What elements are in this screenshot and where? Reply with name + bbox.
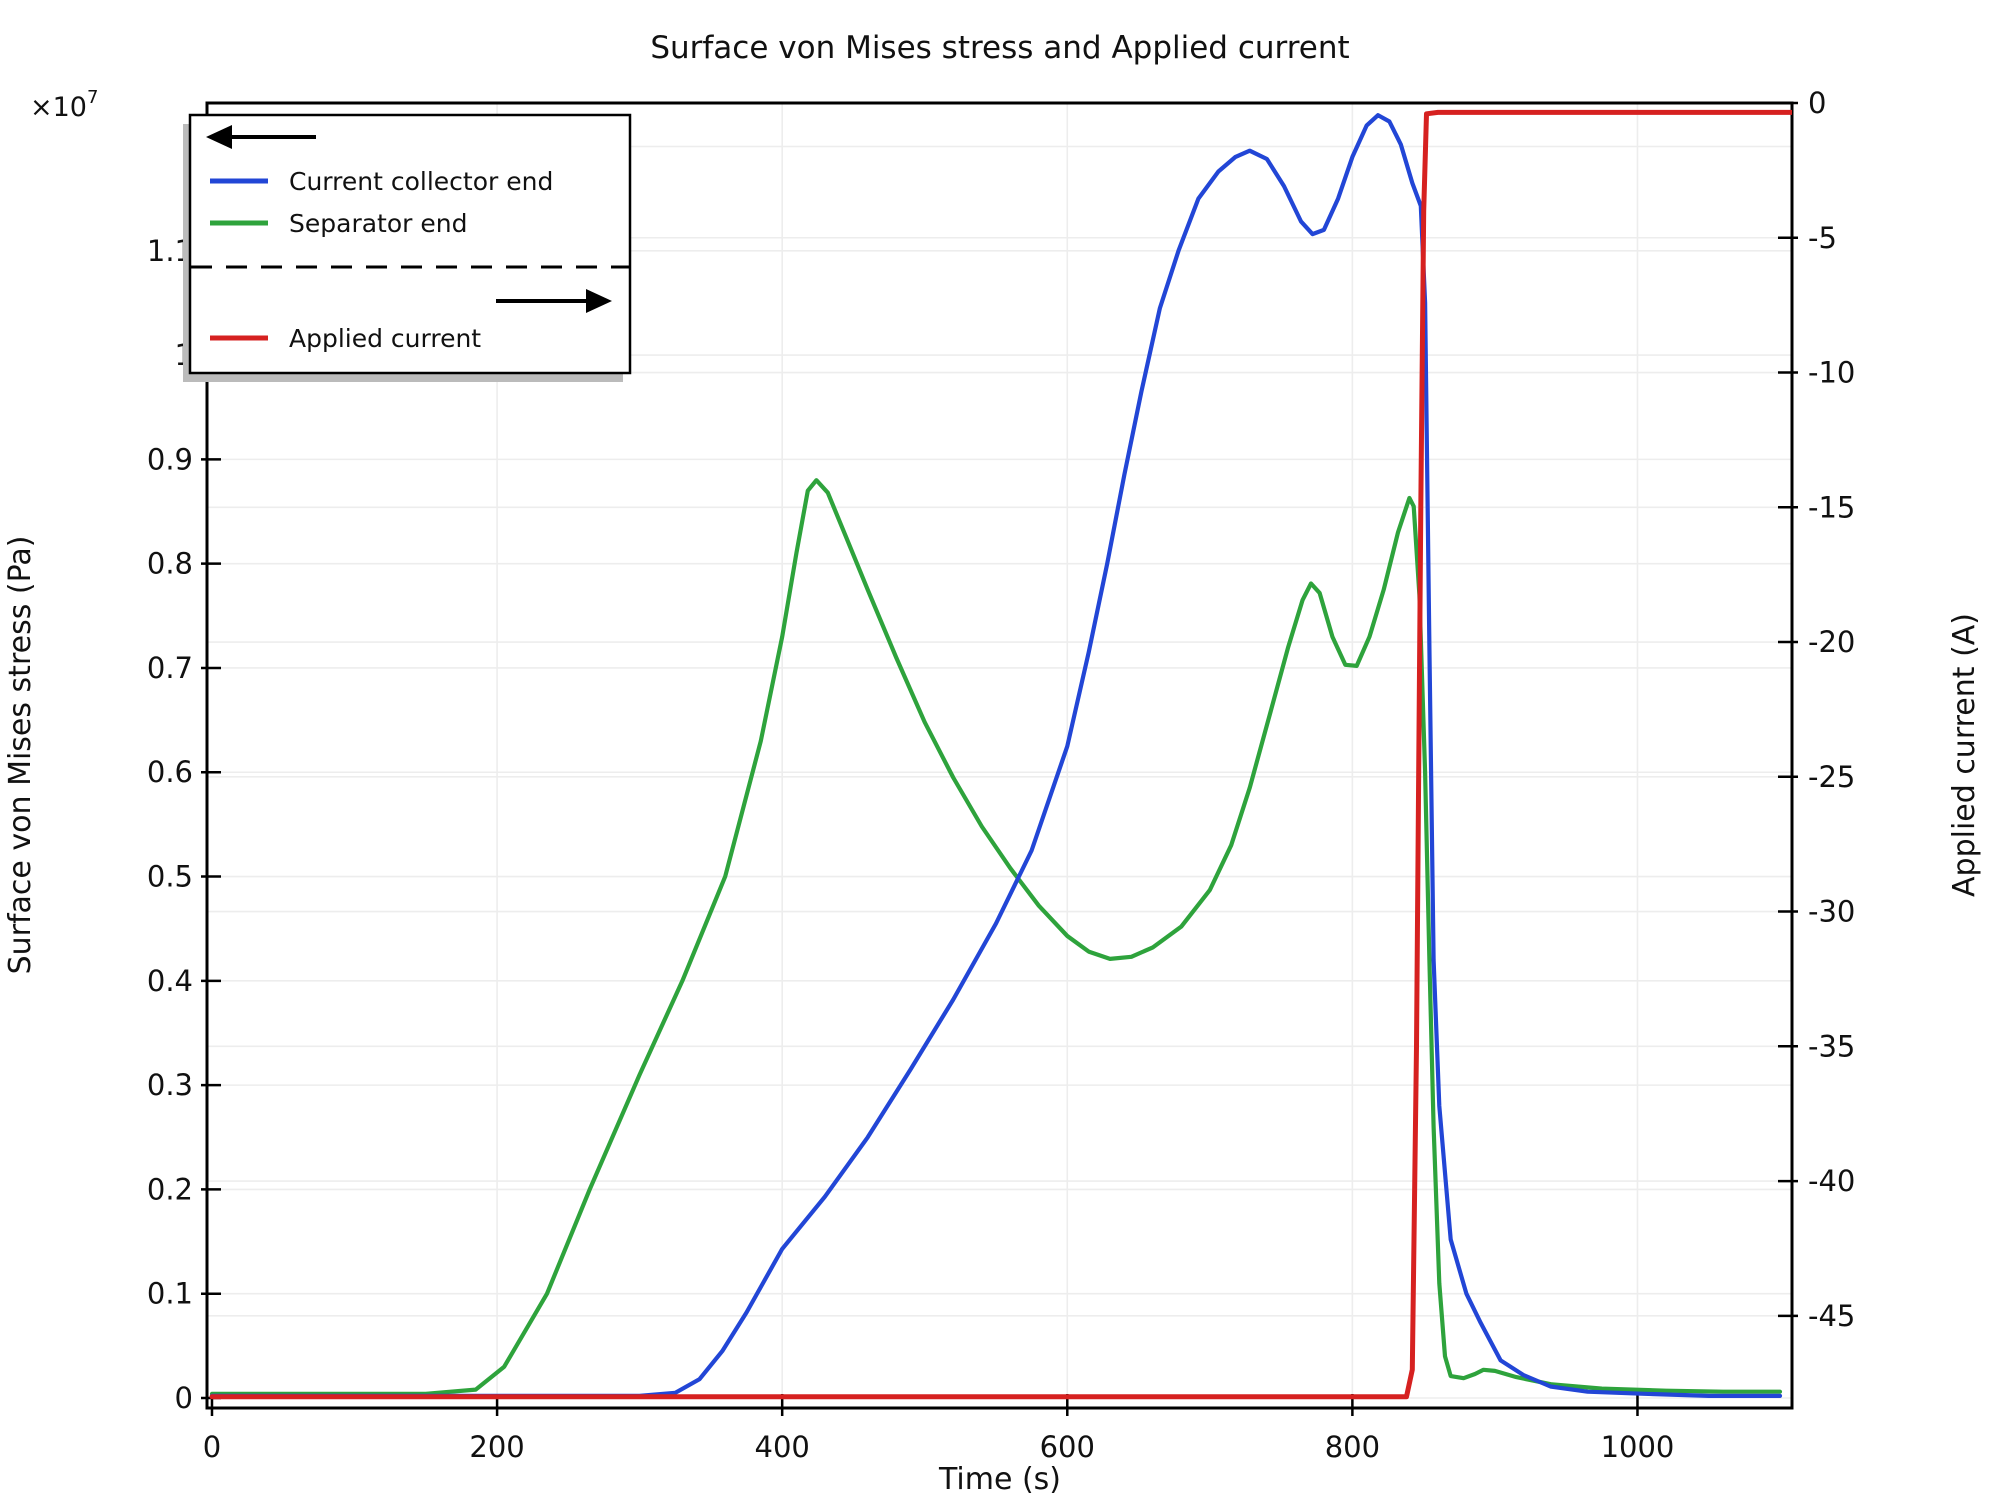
x-tick-label: 1000 bbox=[1601, 1430, 1675, 1464]
y-right-tick-label: -20 bbox=[1808, 625, 1855, 659]
y-left-tick-label: 0.7 bbox=[147, 651, 193, 685]
y-right-tick-label: -35 bbox=[1808, 1029, 1855, 1063]
legend-label-applied-current: Applied current bbox=[289, 324, 481, 353]
y-left-tick-label: 0.1 bbox=[147, 1277, 193, 1311]
multiplier-exponent: 7 bbox=[87, 87, 98, 108]
y-right-tick-label: -25 bbox=[1808, 760, 1855, 794]
x-axis-label: Time (s) bbox=[938, 1462, 1061, 1497]
y-left-tick-label: 0.6 bbox=[147, 755, 193, 789]
curve-separator-end bbox=[209, 478, 1783, 1396]
data-curves bbox=[209, 109, 1792, 1400]
y-left-axis-label: Surface von Mises stress (Pa) bbox=[3, 536, 38, 975]
legend-label-separator: Separator end bbox=[289, 209, 467, 238]
x-tick-label: 800 bbox=[1325, 1430, 1380, 1464]
y-left-tick-label: 0.8 bbox=[147, 547, 193, 581]
y-left-tick-label: 0.3 bbox=[147, 1068, 193, 1102]
x-tick-label: 400 bbox=[755, 1430, 810, 1464]
y-left-tick-label: 0.9 bbox=[147, 442, 193, 476]
y-right-tick-label: -45 bbox=[1808, 1299, 1855, 1333]
right-axis-arrow-icon bbox=[496, 289, 612, 313]
legend-label-current-collector: Current collector end bbox=[289, 167, 553, 196]
y-left-tick-label: 0.5 bbox=[147, 860, 193, 894]
chart-title: Surface von Mises stress and Applied cur… bbox=[650, 30, 1349, 66]
y-left-tick-label: 0.4 bbox=[147, 964, 193, 998]
y-right-tick-label: -10 bbox=[1808, 356, 1855, 390]
y-left-tick-label: 0.2 bbox=[147, 1172, 193, 1206]
y-right-tick-label: -15 bbox=[1808, 490, 1855, 524]
left-axis-arrow-icon bbox=[206, 125, 316, 149]
legend-box: Current collector end Separator end Appl… bbox=[183, 113, 632, 382]
y-right-tick-label: -30 bbox=[1808, 895, 1855, 929]
x-tick-label: 600 bbox=[1040, 1430, 1095, 1464]
y-right-tick-label: 0 bbox=[1808, 86, 1826, 120]
curve-applied-current bbox=[209, 109, 1792, 1400]
y-right-tick-label: -40 bbox=[1808, 1164, 1855, 1198]
axis-tick-labels: 0 200 400 600 800 1000 0 0.1 0.2 0.3 0.4 0.5 0.6 0.7 0… bbox=[147, 86, 1856, 1464]
y-right-tick-label: -5 bbox=[1808, 221, 1837, 255]
curve-current-collector-end bbox=[209, 113, 1783, 1398]
multiplier-base: ×10 bbox=[30, 92, 87, 123]
x-tick-label: 200 bbox=[469, 1430, 524, 1464]
legend-frame bbox=[188, 113, 632, 375]
y-left-tick-label: 0 bbox=[175, 1381, 193, 1415]
plot-frame bbox=[205, 101, 1794, 1410]
x-tick-label: 0 bbox=[203, 1430, 221, 1464]
y-right-axis-label: Applied current (A) bbox=[1947, 613, 1982, 897]
y-left-axis-multiplier: ×107 bbox=[30, 87, 98, 123]
